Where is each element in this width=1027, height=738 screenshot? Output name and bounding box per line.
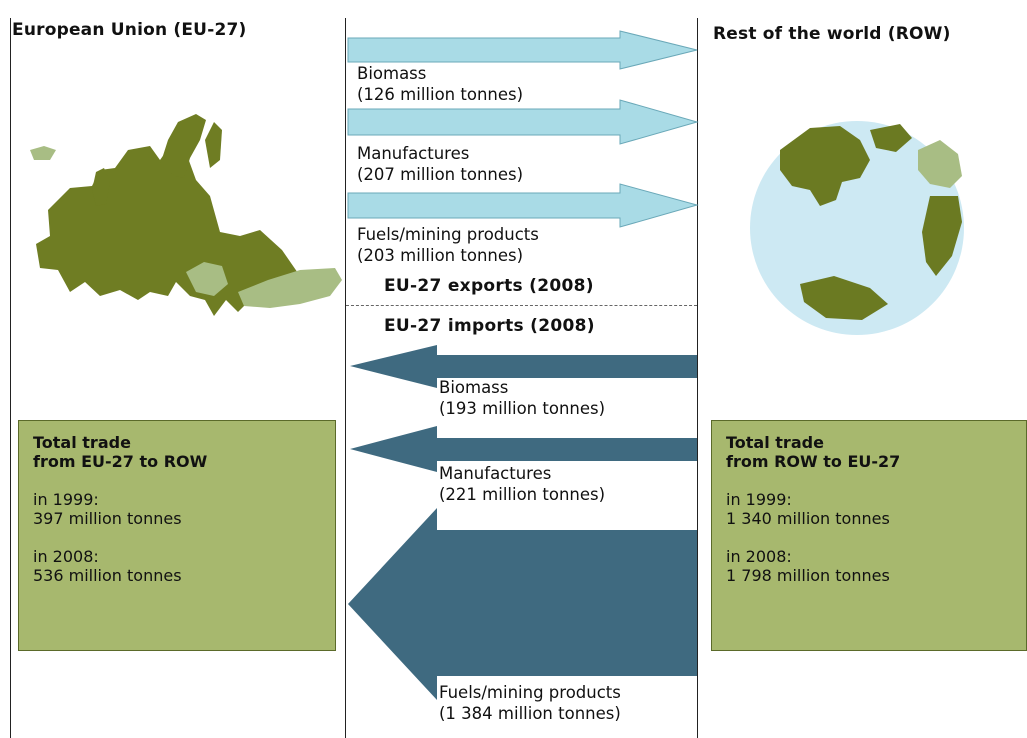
exports-imports-divider [346, 305, 697, 306]
turkey-shape [238, 268, 342, 308]
globe-north-america [780, 126, 870, 206]
import-arrow-fuels [348, 508, 697, 700]
import-arrow-manufactures [350, 426, 697, 472]
import-manufactures-amount: (221 million tonnes) [439, 485, 606, 504]
total-row-to-eu-box: Total trade from ROW to EU-27 in 1999: 1… [711, 420, 1027, 651]
export-arrow-fuels [347, 183, 699, 228]
row-title: Rest of the world (ROW) [713, 24, 951, 44]
exports-section-title: EU-27 exports (2008) [384, 276, 594, 296]
total-eu-1999-value: 397 million tonnes [33, 509, 182, 528]
total-eu-2008-label: in 2008: [33, 547, 99, 566]
imports-section-title: EU-27 imports (2008) [384, 316, 595, 336]
export-biomass-name: Biomass [357, 64, 427, 83]
total-eu-to-row-box: Total trade from EU-27 to ROW in 1999: 3… [18, 420, 336, 651]
globe-south-america [800, 276, 888, 320]
eu-panel-frame [10, 18, 346, 738]
import-biomass-label: Biomass (193 million tonnes) [439, 377, 605, 419]
total-row-2008-label: in 2008: [726, 547, 792, 566]
total-eu-2008-value: 536 million tonnes [33, 566, 182, 585]
export-manufactures-label: Manufactures (207 million tonnes) [357, 143, 523, 185]
scandinavia-shape [160, 114, 206, 178]
import-biomass-amount: (193 million tonnes) [439, 399, 606, 418]
row-panel-frame [697, 18, 1027, 738]
export-fuels-label: Fuels/mining products (203 million tonne… [357, 224, 539, 266]
import-biomass-name: Biomass [439, 378, 509, 397]
export-arrows [347, 30, 699, 228]
import-fuels-name: Fuels/mining products [439, 683, 621, 702]
export-fuels-name: Fuels/mining products [357, 225, 539, 244]
export-arrow-biomass [347, 30, 698, 70]
balkans-shape [186, 262, 228, 296]
total-row-1999-value: 1 340 million tonnes [726, 509, 890, 528]
total-eu-title-line2: from EU-27 to ROW [33, 452, 208, 471]
import-fuels-label: Fuels/mining products (1 384 million ton… [439, 682, 621, 724]
uk-shape [92, 168, 110, 206]
export-biomass-amount: (126 million tonnes) [357, 85, 524, 104]
import-arrow-biomass [350, 345, 697, 388]
eu-title: European Union (EU-27) [12, 20, 247, 40]
import-manufactures-name: Manufactures [439, 464, 552, 483]
globe-greenland [870, 124, 912, 152]
export-manufactures-name: Manufactures [357, 144, 470, 163]
export-arrow-manufactures [347, 99, 699, 145]
total-row-2008-value: 1 798 million tonnes [726, 566, 890, 585]
import-manufactures-label: Manufactures (221 million tonnes) [439, 463, 605, 505]
export-fuels-amount: (203 million tonnes) [357, 246, 524, 265]
iceland-shape [30, 146, 56, 160]
export-manufactures-amount: (207 million tonnes) [357, 165, 524, 184]
finland-shape [205, 122, 222, 168]
total-row-title-line2: from ROW to EU-27 [726, 452, 901, 471]
export-biomass-label: Biomass (126 million tonnes) [357, 63, 523, 105]
import-fuels-amount: (1 384 million tonnes) [439, 704, 621, 723]
eu-map-icon [30, 114, 342, 316]
globe-icon [750, 121, 964, 335]
globe-eurasia [918, 140, 962, 188]
globe-africa [922, 196, 962, 276]
total-row-title-line1: Total trade [726, 433, 824, 452]
import-arrows [348, 345, 697, 700]
total-eu-title-line1: Total trade [33, 433, 131, 452]
total-eu-1999-label: in 1999: [33, 490, 99, 509]
total-row-1999-label: in 1999: [726, 490, 792, 509]
